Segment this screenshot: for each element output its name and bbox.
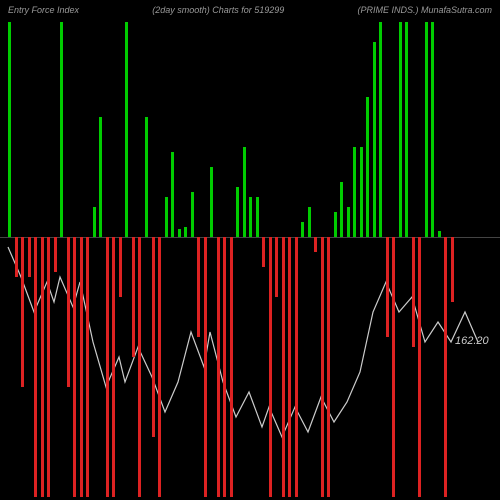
- force-bar: [165, 197, 168, 237]
- force-bar: [334, 212, 337, 237]
- force-bar: [386, 237, 389, 337]
- force-bar: [438, 231, 441, 237]
- force-bar: [425, 22, 428, 237]
- force-bar: [28, 237, 31, 277]
- force-bar: [295, 237, 298, 497]
- force-bar: [262, 237, 265, 267]
- force-bar: [152, 237, 155, 437]
- force-bar: [236, 187, 239, 237]
- force-bar: [230, 237, 233, 497]
- force-bar: [125, 22, 128, 237]
- force-bar: [204, 237, 207, 497]
- price-line: [8, 247, 478, 437]
- force-bar: [145, 117, 148, 237]
- force-bar: [15, 237, 18, 277]
- header-right: (PRIME INDS.) MunafaSutra.com: [357, 5, 492, 15]
- force-bar: [210, 167, 213, 237]
- force-bar: [158, 237, 161, 497]
- force-bar: [86, 237, 89, 497]
- force-bar: [301, 222, 304, 237]
- force-bar: [353, 147, 356, 237]
- force-bar: [73, 237, 76, 497]
- force-bar: [360, 147, 363, 237]
- force-bar: [47, 237, 50, 497]
- force-bar: [444, 237, 447, 497]
- force-bar: [405, 22, 408, 237]
- force-bar: [314, 237, 317, 252]
- force-bar: [191, 192, 194, 237]
- force-bar: [256, 197, 259, 237]
- force-bar: [99, 117, 102, 237]
- force-bar: [93, 207, 96, 237]
- force-bar: [431, 22, 434, 237]
- force-bar: [347, 207, 350, 237]
- force-bar: [223, 237, 226, 497]
- force-bar: [392, 237, 395, 497]
- force-bar: [217, 237, 220, 497]
- force-bar: [275, 237, 278, 297]
- header-center: (2day smooth) Charts for 519299: [152, 5, 284, 15]
- force-bar: [112, 237, 115, 497]
- force-bar: [197, 237, 200, 337]
- force-bar: [41, 237, 44, 497]
- force-bar: [418, 237, 421, 497]
- force-bar: [366, 97, 369, 237]
- force-bar: [308, 207, 311, 237]
- force-bar: [451, 237, 454, 302]
- force-bar: [67, 237, 70, 387]
- price-value-label: 162.20: [455, 335, 489, 347]
- force-bar: [243, 147, 246, 237]
- chart-header: Entry Force Index (2day smooth) Charts f…: [0, 5, 500, 15]
- force-bar: [249, 197, 252, 237]
- force-bar: [119, 237, 122, 297]
- force-bar: [288, 237, 291, 497]
- force-bar: [54, 237, 57, 272]
- force-bar: [412, 237, 415, 347]
- force-bar: [34, 237, 37, 497]
- force-bar: [21, 237, 24, 387]
- force-bar: [8, 22, 11, 237]
- force-bar: [106, 237, 109, 497]
- force-index-chart: 162.20: [0, 22, 500, 500]
- force-bar: [60, 22, 63, 237]
- force-bar: [178, 229, 181, 237]
- force-bar: [80, 237, 83, 497]
- force-bar: [327, 237, 330, 497]
- force-bar: [373, 42, 376, 237]
- force-bar: [321, 237, 324, 497]
- force-bar: [399, 22, 402, 237]
- force-bar: [184, 227, 187, 237]
- force-bar: [171, 152, 174, 237]
- force-bar: [138, 237, 141, 497]
- force-bar: [269, 237, 272, 497]
- force-bar: [340, 182, 343, 237]
- header-left: Entry Force Index: [8, 5, 79, 15]
- force-bar: [132, 237, 135, 357]
- force-bar: [379, 22, 382, 237]
- force-bar: [282, 237, 285, 497]
